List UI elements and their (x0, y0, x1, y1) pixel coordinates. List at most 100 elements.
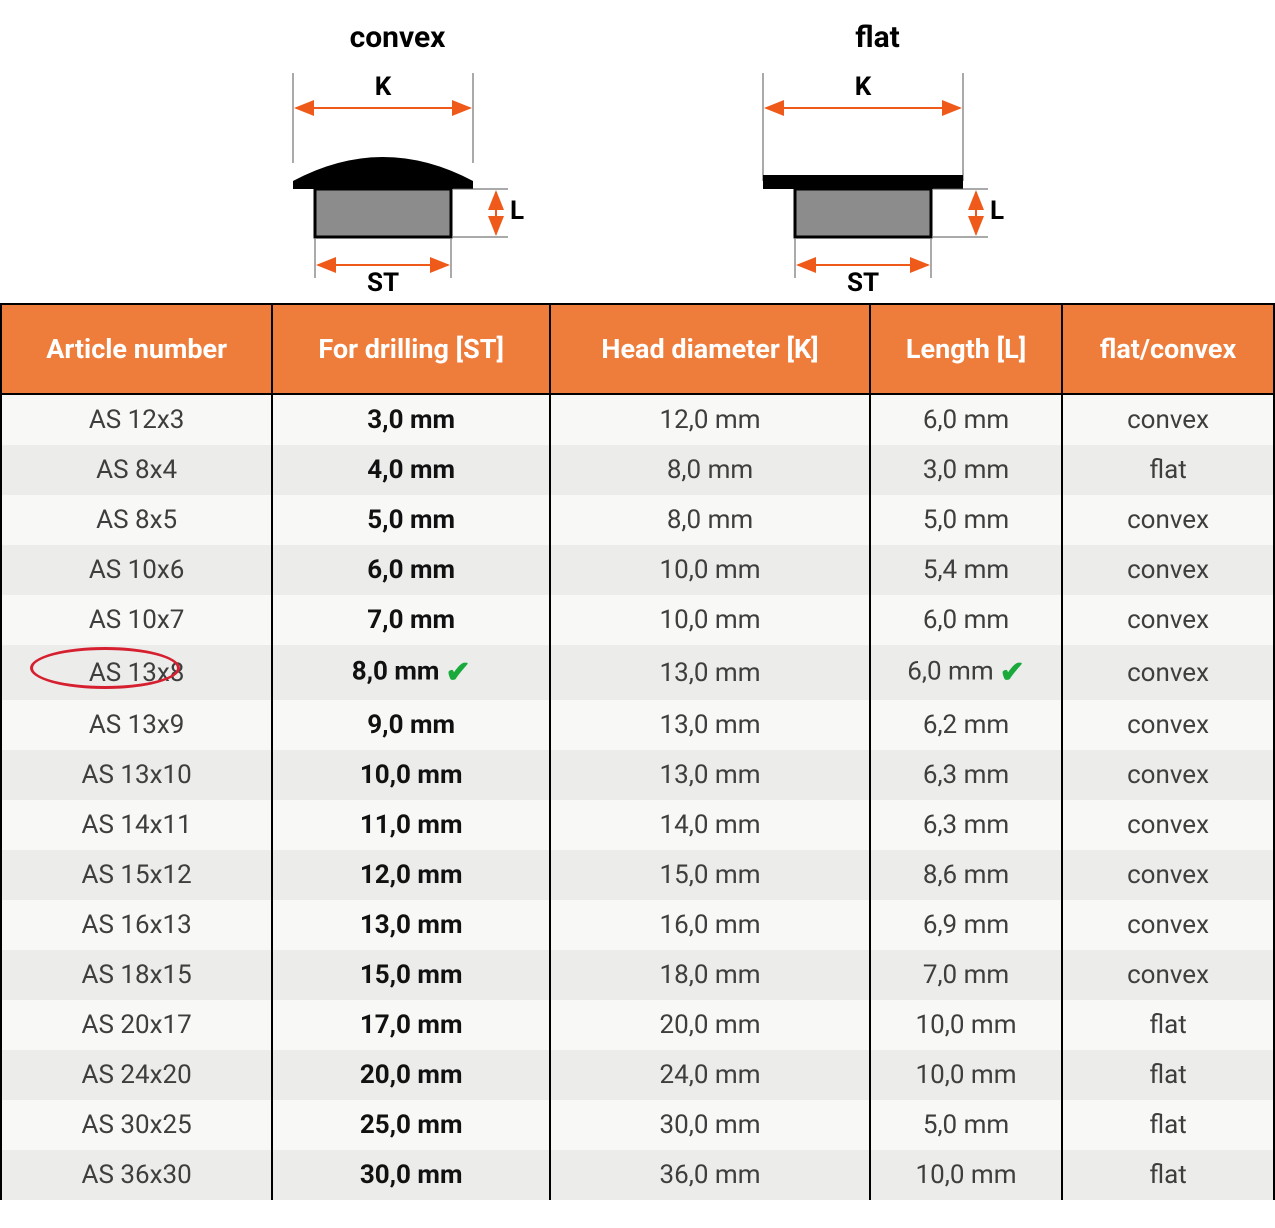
cell-k: 16,0 mm (550, 900, 870, 950)
cell-k: 20,0 mm (550, 1000, 870, 1050)
diagram-flat-ST: ST (846, 268, 878, 293)
table-row: AS 16x1313,0 mm16,0 mm6,9 mmconvex (1, 900, 1274, 950)
cell-article: AS 18x15 (1, 950, 272, 1000)
th-l: Length [L] (870, 304, 1062, 394)
cell-st: 6,0 mm (272, 545, 550, 595)
cell-article: AS 8x4 (1, 445, 272, 495)
cell-l: 6,0 mm✔ (870, 645, 1062, 700)
cell-k: 30,0 mm (550, 1100, 870, 1150)
cell-l: 10,0 mm (870, 1150, 1062, 1200)
cell-article: AS 13x10 (1, 750, 272, 800)
cell-l: 10,0 mm (870, 1050, 1062, 1100)
cell-shape: flat (1062, 1050, 1274, 1100)
check-icon: ✔ (1000, 655, 1025, 690)
cell-k: 13,0 mm (550, 700, 870, 750)
cell-article: AS 15x12 (1, 850, 272, 900)
table-header-row: Article number For drilling [ST] Head di… (1, 304, 1274, 394)
cell-st: 30,0 mm (272, 1150, 550, 1200)
cell-shape: flat (1062, 1000, 1274, 1050)
cell-k: 8,0 mm (550, 445, 870, 495)
table-row: AS 14x1111,0 mm14,0 mm6,3 mmconvex (1, 800, 1274, 850)
th-k: Head diameter [K] (550, 304, 870, 394)
cell-article: AS 13x8 (1, 645, 272, 700)
diagram-flat-svg: K L ST (728, 63, 1028, 293)
cell-shape: convex (1062, 950, 1274, 1000)
table-row: AS 13x1010,0 mm13,0 mm6,3 mmconvex (1, 750, 1274, 800)
diagram-flat-title: flat (855, 20, 900, 55)
cell-article: AS 13x9 (1, 700, 272, 750)
cell-l: 5,4 mm (870, 545, 1062, 595)
diagram-convex-L: L (510, 196, 524, 226)
cell-st: 4,0 mm (272, 445, 550, 495)
cell-article: AS 36x30 (1, 1150, 272, 1200)
cell-k: 14,0 mm (550, 800, 870, 850)
cell-shape: convex (1062, 595, 1274, 645)
cell-st: 5,0 mm (272, 495, 550, 545)
cell-k: 13,0 mm (550, 645, 870, 700)
th-st: For drilling [ST] (272, 304, 550, 394)
cell-shape: flat (1062, 445, 1274, 495)
diagram-convex-title: convex (350, 20, 446, 55)
cell-shape: convex (1062, 700, 1274, 750)
cell-k: 12,0 mm (550, 394, 870, 445)
cell-l: 7,0 mm (870, 950, 1062, 1000)
cell-article: AS 16x13 (1, 900, 272, 950)
cell-article: AS 12x3 (1, 394, 272, 445)
diagram-flat: flat K L ST (728, 20, 1028, 293)
cell-l: 6,0 mm (870, 394, 1062, 445)
cell-st: 25,0 mm (272, 1100, 550, 1150)
table-row: AS 30x2525,0 mm30,0 mm5,0 mmflat (1, 1100, 1274, 1150)
cell-k: 24,0 mm (550, 1050, 870, 1100)
cell-k: 13,0 mm (550, 750, 870, 800)
spec-table: Article number For drilling [ST] Head di… (0, 303, 1275, 1200)
table-row: AS 10x77,0 mm10,0 mm6,0 mmconvex (1, 595, 1274, 645)
cell-st: 7,0 mm (272, 595, 550, 645)
table-row: AS 12x33,0 mm12,0 mm6,0 mmconvex (1, 394, 1274, 445)
cell-k: 10,0 mm (550, 595, 870, 645)
cell-k: 8,0 mm (550, 495, 870, 545)
cell-st: 8,0 mm✔ (272, 645, 550, 700)
cell-st: 17,0 mm (272, 1000, 550, 1050)
diagram-convex: convex K L (248, 20, 548, 293)
cell-k: 18,0 mm (550, 950, 870, 1000)
cell-l: 8,6 mm (870, 850, 1062, 900)
cell-shape: convex (1062, 645, 1274, 700)
cell-l: 6,3 mm (870, 750, 1062, 800)
cell-shape: convex (1062, 850, 1274, 900)
cell-article: AS 8x5 (1, 495, 272, 545)
highlight-circle (30, 647, 180, 689)
table-body: AS 12x33,0 mm12,0 mm6,0 mmconvexAS 8x44,… (1, 394, 1274, 1200)
cell-shape: convex (1062, 495, 1274, 545)
cell-st: 9,0 mm (272, 700, 550, 750)
cell-k: 15,0 mm (550, 850, 870, 900)
cell-article: AS 10x6 (1, 545, 272, 595)
cell-l: 6,9 mm (870, 900, 1062, 950)
diagram-flat-K: K (854, 72, 871, 102)
diagrams-row: convex K L (0, 0, 1275, 303)
cell-article: AS 30x25 (1, 1100, 272, 1150)
cell-st: 3,0 mm (272, 394, 550, 445)
cell-article: AS 14x11 (1, 800, 272, 850)
cell-l: 10,0 mm (870, 1000, 1062, 1050)
cell-st: 20,0 mm (272, 1050, 550, 1100)
cell-shape: convex (1062, 750, 1274, 800)
cell-l: 5,0 mm (870, 495, 1062, 545)
table-row: AS 20x1717,0 mm20,0 mm10,0 mmflat (1, 1000, 1274, 1050)
cell-shape: convex (1062, 900, 1274, 950)
cell-shape: flat (1062, 1100, 1274, 1150)
table-row: AS 36x3030,0 mm36,0 mm10,0 mmflat (1, 1150, 1274, 1200)
diagram-flat-L: L (990, 196, 1004, 226)
cell-k: 10,0 mm (550, 545, 870, 595)
th-article: Article number (1, 304, 272, 394)
cell-st: 13,0 mm (272, 900, 550, 950)
diagram-convex-svg: K L ST (248, 63, 548, 293)
cell-shape: flat (1062, 1150, 1274, 1200)
table-row: AS 13x99,0 mm13,0 mm6,2 mmconvex (1, 700, 1274, 750)
table-row: AS 8x55,0 mm8,0 mm5,0 mmconvex (1, 495, 1274, 545)
cell-l: 5,0 mm (870, 1100, 1062, 1150)
cell-st: 10,0 mm (272, 750, 550, 800)
table-row: AS 18x1515,0 mm18,0 mm7,0 mmconvex (1, 950, 1274, 1000)
cell-article: AS 10x7 (1, 595, 272, 645)
cell-article: AS 24x20 (1, 1050, 272, 1100)
cell-shape: convex (1062, 394, 1274, 445)
